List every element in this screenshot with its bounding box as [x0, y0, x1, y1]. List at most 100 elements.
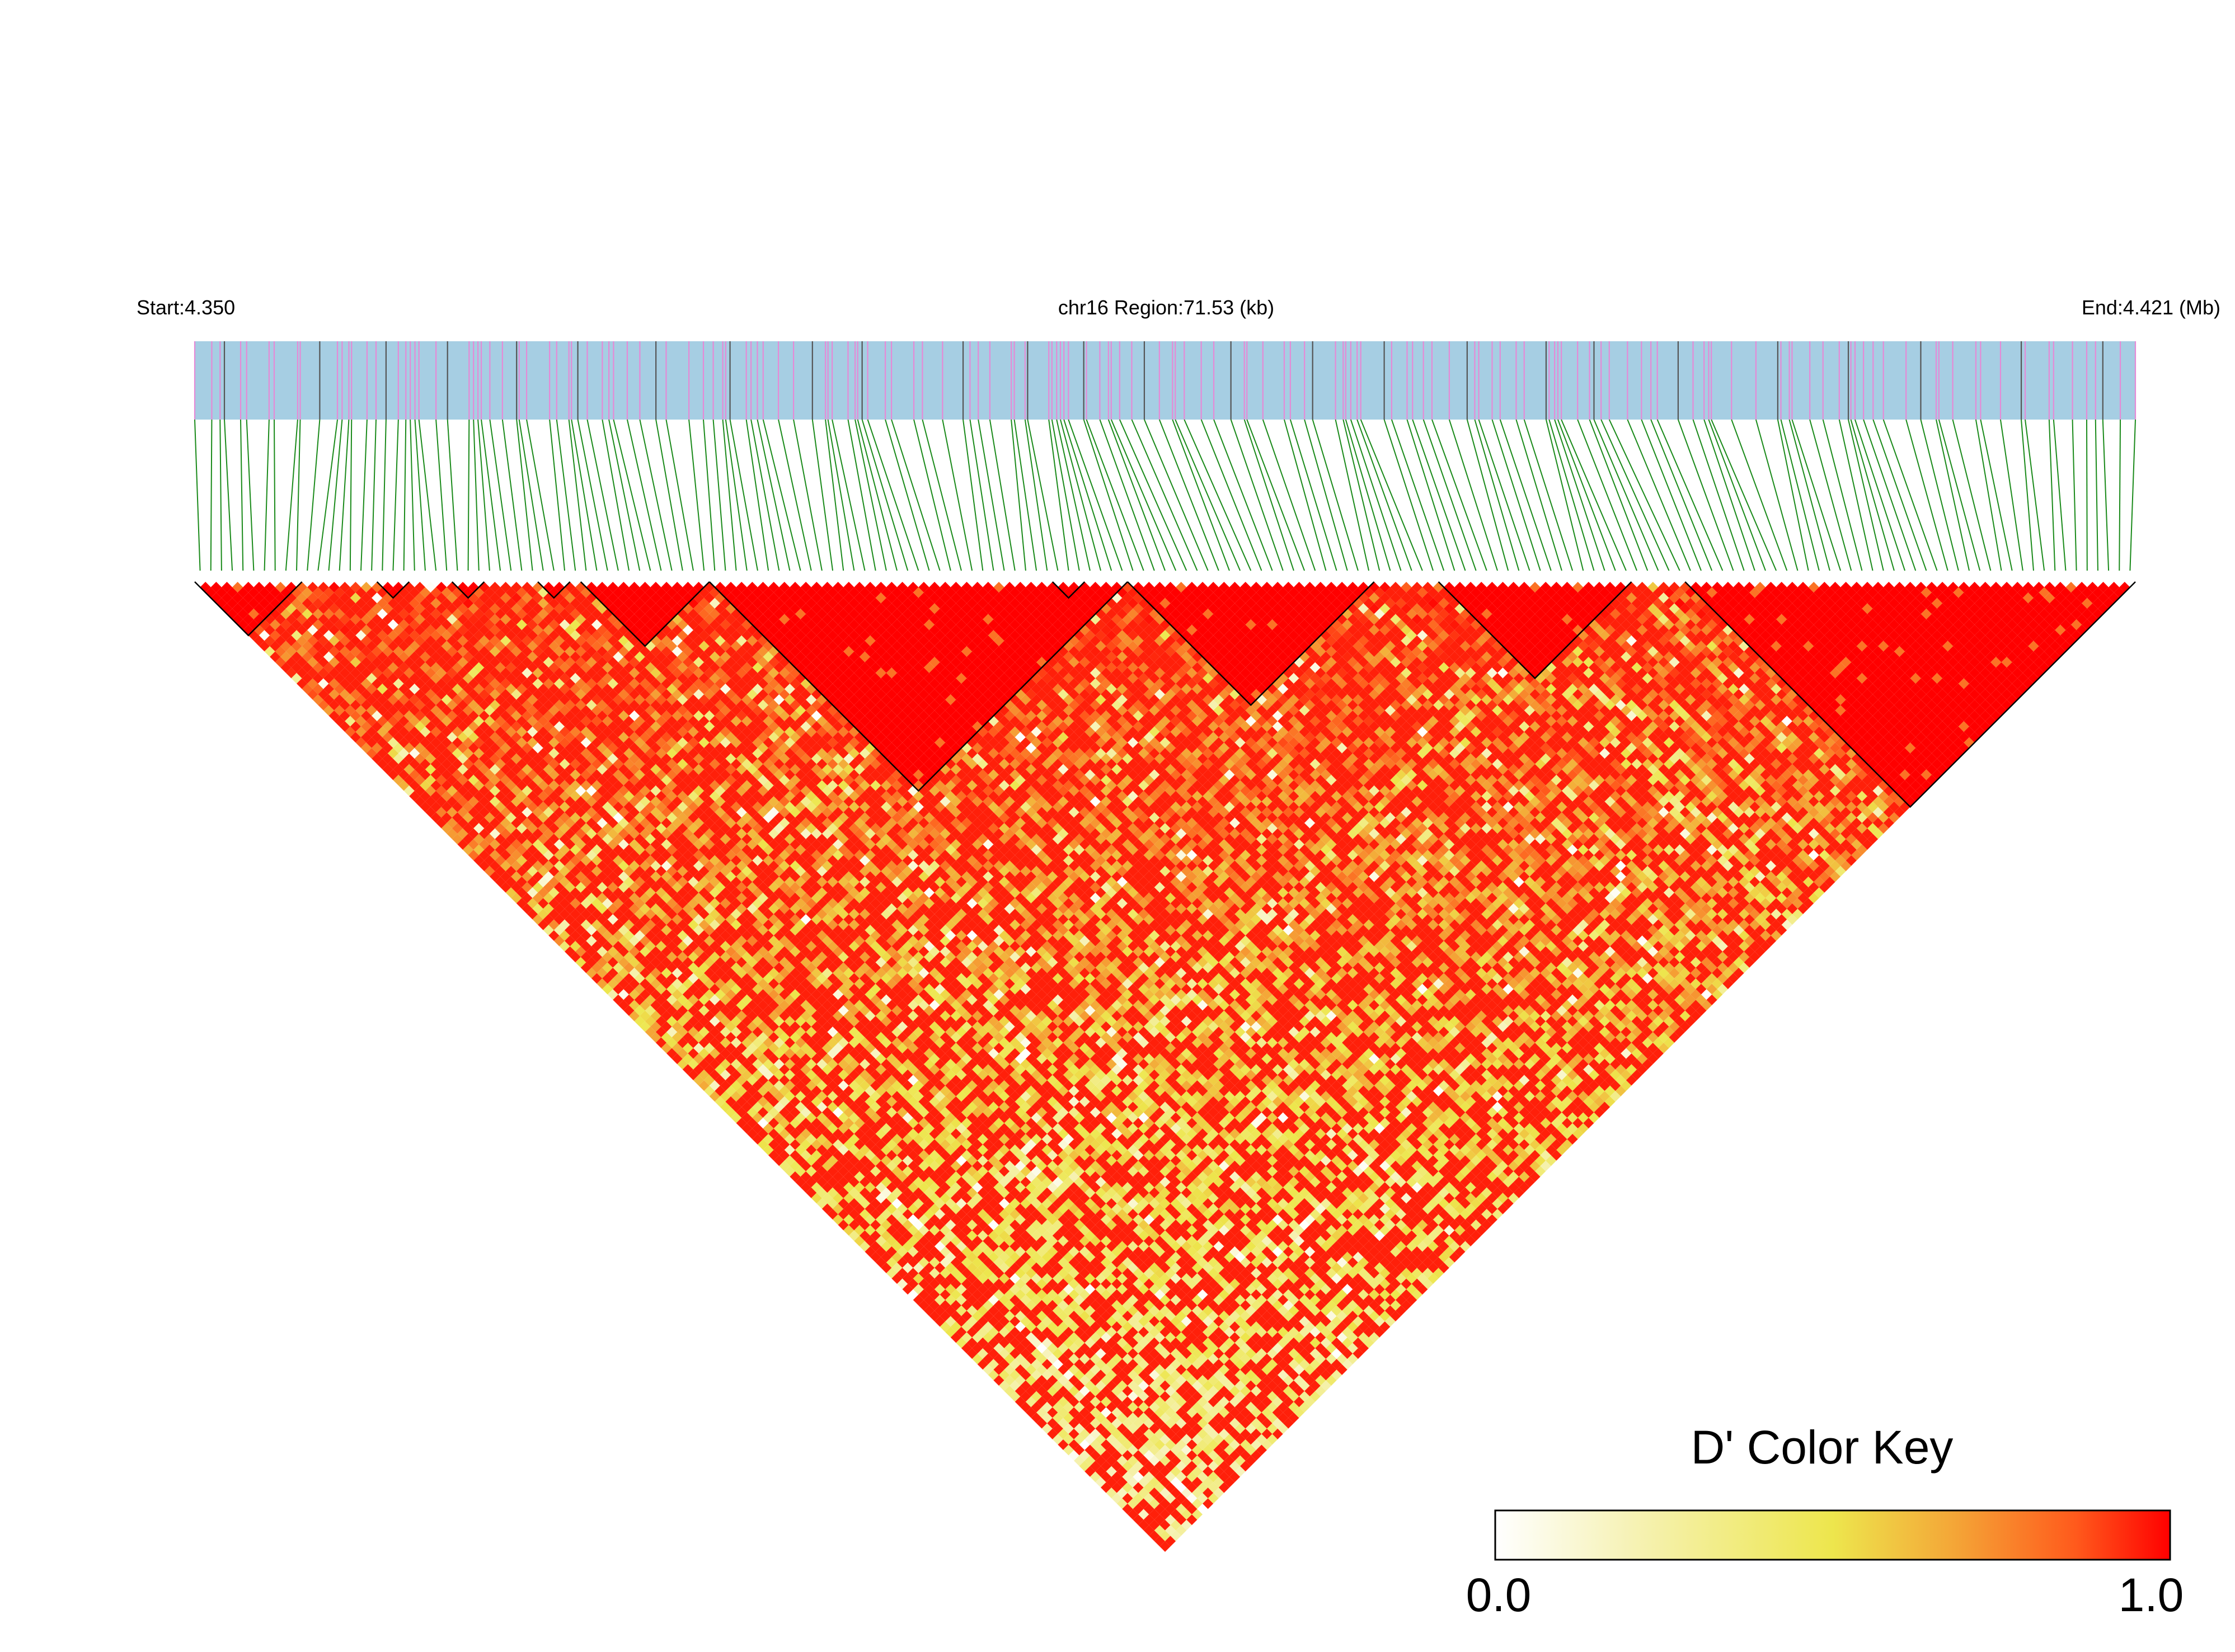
ld-cell [323, 651, 335, 662]
snp-connector [1243, 419, 1294, 571]
snp-connector [729, 419, 758, 571]
region-title-label: chr16 Region:71.53 (kb) [1058, 296, 1274, 319]
snp-connector [1013, 419, 1037, 571]
snp-connector [613, 419, 651, 571]
ld-cell [516, 898, 527, 909]
snp-connector [639, 419, 673, 571]
snp-connector [1515, 419, 1562, 571]
snp-connector [665, 419, 694, 571]
ld-cell [565, 914, 576, 925]
ld-cell [360, 699, 372, 710]
snp-connector [1200, 419, 1262, 571]
ld-cell [602, 973, 613, 984]
ld-cell [763, 1091, 774, 1102]
ld-cell [704, 1064, 715, 1075]
ld-cell [983, 1364, 994, 1375]
ld-cell [886, 1235, 897, 1246]
ld-cell [821, 1171, 833, 1182]
ld-cell [355, 705, 367, 716]
ld-cell [452, 823, 463, 834]
ld-cell [360, 742, 372, 754]
ld-cell [1084, 1466, 1096, 1477]
ld-cell [821, 1182, 833, 1193]
ld-cell [1106, 1444, 1117, 1456]
ld-cell [216, 587, 227, 598]
ld-cell [1004, 1375, 1015, 1386]
ld-cell [602, 952, 613, 963]
snp-connector [1848, 419, 1884, 571]
ld-cell [1068, 1439, 1079, 1450]
snp-connector [1557, 419, 1616, 571]
ld-cell [248, 608, 259, 620]
snp-connector [556, 419, 576, 571]
ld-cell [602, 983, 613, 995]
ld-cell [248, 597, 259, 609]
ld-cell [264, 624, 275, 636]
snp-connector [1589, 419, 1649, 571]
ld-cell [623, 952, 635, 963]
ld-cell [640, 1000, 651, 1011]
snp-connector [467, 419, 470, 571]
ld-cell [1176, 1514, 1187, 1526]
ld-cell [237, 587, 248, 598]
ld-cell [495, 844, 506, 855]
ld-cell [538, 887, 549, 898]
ld-cell [806, 1133, 817, 1145]
snp-connector [1083, 419, 1134, 571]
ld-cell [393, 732, 404, 743]
ld-cell [553, 914, 565, 925]
ld-cell [682, 1010, 693, 1022]
ld-cell [270, 619, 281, 630]
ld-cell [966, 1337, 978, 1348]
snp-connector [1975, 419, 2002, 571]
ld-cell [966, 1348, 978, 1359]
ld-cell [565, 903, 576, 914]
snp-connector [1561, 419, 1627, 571]
snp-connector [473, 419, 480, 571]
ld-cell [484, 834, 495, 845]
ld-cell [720, 1069, 731, 1080]
snp-connector [1172, 419, 1230, 571]
snp-connector [1474, 419, 1520, 571]
snp-connector [1608, 419, 1680, 571]
ld-cell [505, 865, 517, 877]
ld-cell [312, 630, 323, 641]
ld-cell [923, 1283, 935, 1295]
ld-cell [538, 898, 549, 909]
ld-cell [414, 774, 425, 786]
ld-cell [473, 834, 485, 845]
snp-connector [1024, 419, 1048, 571]
ld-cell [253, 582, 265, 593]
ld-cell [323, 684, 335, 695]
snp-connector [489, 419, 512, 571]
ld-cell [543, 903, 554, 914]
ld-cell [886, 1225, 897, 1236]
snp-connector [1048, 419, 1069, 571]
ld-cell [253, 603, 265, 614]
ld-cell [232, 582, 243, 593]
ld-cell [784, 1112, 795, 1123]
ld-cell [1127, 1498, 1139, 1509]
ld-cell [821, 1193, 833, 1204]
snp-connector [586, 419, 619, 571]
ld-cell [1084, 1444, 1096, 1456]
ld-cell [923, 1262, 935, 1273]
ld-cell [345, 705, 356, 716]
ld-cell [243, 592, 254, 604]
ld-cell [484, 823, 495, 834]
snp-connector [1838, 419, 1874, 571]
snp-connector [1677, 419, 1734, 571]
snp-connector [1184, 419, 1252, 571]
ld-cell [253, 624, 265, 636]
ld-cell [682, 1032, 693, 1043]
snp-connector [885, 419, 930, 571]
ld-cell [382, 710, 393, 722]
ld-cell [436, 807, 447, 818]
ld-cell [966, 1316, 978, 1327]
ld-cell [345, 694, 356, 705]
chromosome-track [195, 341, 2135, 420]
ld-cell [334, 705, 345, 716]
ld-cell [414, 764, 425, 775]
ld-cell [360, 710, 372, 722]
ld-cell [372, 699, 383, 710]
